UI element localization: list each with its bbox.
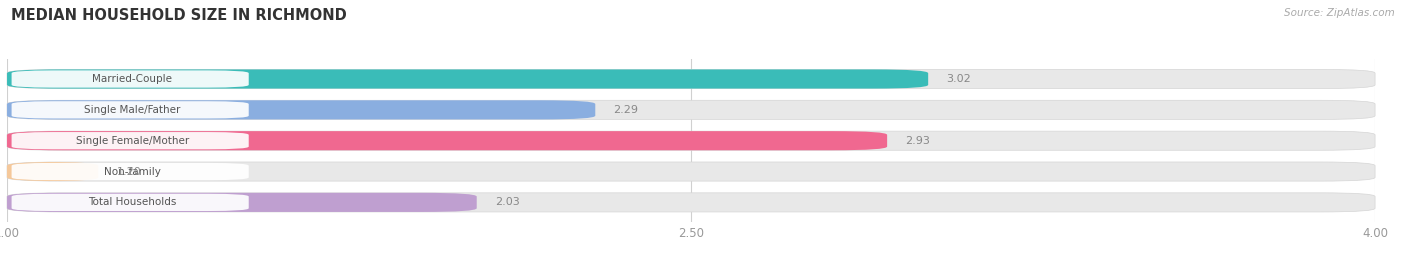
Text: 2.03: 2.03: [495, 198, 520, 207]
Text: Total Households: Total Households: [89, 198, 177, 207]
FancyBboxPatch shape: [11, 132, 249, 149]
FancyBboxPatch shape: [11, 70, 249, 88]
Text: Non-family: Non-family: [104, 166, 160, 177]
Text: 3.02: 3.02: [946, 74, 972, 84]
Text: 1.20: 1.20: [117, 166, 141, 177]
FancyBboxPatch shape: [7, 100, 595, 120]
Text: 2.93: 2.93: [905, 136, 931, 146]
Text: Source: ZipAtlas.com: Source: ZipAtlas.com: [1284, 8, 1395, 18]
Text: MEDIAN HOUSEHOLD SIZE IN RICHMOND: MEDIAN HOUSEHOLD SIZE IN RICHMOND: [11, 8, 347, 23]
FancyBboxPatch shape: [11, 163, 249, 180]
FancyBboxPatch shape: [7, 69, 928, 88]
FancyBboxPatch shape: [7, 131, 887, 150]
FancyBboxPatch shape: [7, 100, 1375, 120]
FancyBboxPatch shape: [7, 193, 1375, 212]
FancyBboxPatch shape: [7, 193, 477, 212]
FancyBboxPatch shape: [7, 162, 1375, 181]
Text: 2.29: 2.29: [613, 105, 638, 115]
FancyBboxPatch shape: [7, 131, 1375, 150]
Text: Married-Couple: Married-Couple: [93, 74, 173, 84]
FancyBboxPatch shape: [7, 69, 1375, 88]
Text: Single Female/Mother: Single Female/Mother: [76, 136, 188, 146]
FancyBboxPatch shape: [11, 194, 249, 211]
Text: Single Male/Father: Single Male/Father: [84, 105, 180, 115]
FancyBboxPatch shape: [7, 162, 98, 181]
FancyBboxPatch shape: [11, 101, 249, 118]
